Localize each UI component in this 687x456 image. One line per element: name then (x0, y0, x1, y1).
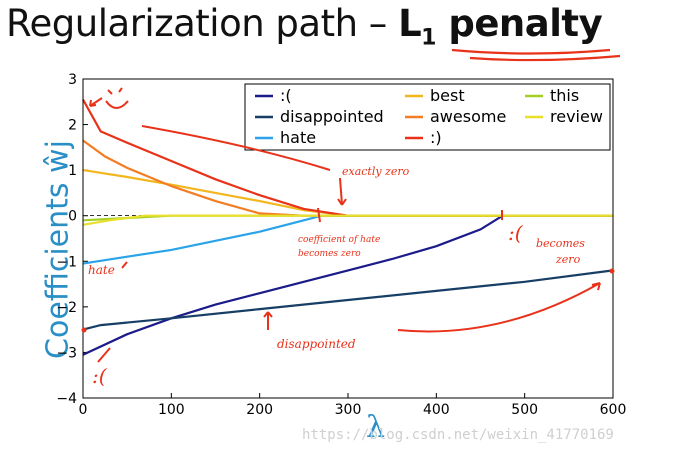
curve-along-smile (141, 125, 331, 171)
series-line-5 (82, 98, 613, 217)
arrow-up-disappointed (263, 311, 273, 330)
series-lines (82, 98, 614, 356)
x-tick-label: 0 (79, 402, 88, 418)
title-bold: L1 penalty (398, 2, 603, 50)
legend-label-0: :( (280, 86, 292, 105)
y-tick-label: −3 (56, 345, 77, 361)
note-zero: zero (555, 253, 581, 266)
series-line-7 (82, 214, 613, 226)
plot-frame (82, 78, 614, 399)
arrow-hate (121, 261, 128, 269)
note-sad-face-1: :( (508, 221, 524, 245)
x-tick-label: 500 (511, 402, 538, 418)
series-line-1 (82, 269, 614, 331)
legend-items: :( disappointed hate best awesome:) this revie… (255, 86, 603, 147)
x-tick-label: 300 (335, 402, 362, 418)
y-tick-label: −4 (56, 391, 77, 407)
legend-label-5: :) (430, 128, 442, 147)
dot-disappointed-end (609, 268, 615, 274)
arrow-sad-start (97, 347, 111, 363)
legend-label-6: this (550, 86, 579, 105)
y-tick-label: 0 (68, 209, 77, 225)
title-text: Regularization path – (6, 2, 399, 45)
arrow-exactly-zero (337, 177, 347, 206)
legend-box (244, 83, 611, 151)
legend-label-1: disappointed (280, 107, 384, 126)
x-tick-label: 400 (423, 402, 450, 418)
dot-disappointed-start (81, 327, 87, 333)
note-becomes-zero-1: becomes zero (298, 249, 361, 259)
watermark: https://blog.csdn.net/weixin_41770169 (302, 427, 614, 443)
title-underline (451, 48, 621, 62)
axis-ticks: 0 100 200 300 400 500 600 3 2 1 0 −1 −2 −3 −4 (56, 72, 626, 418)
y-tick-label: −2 (56, 300, 77, 316)
title-bold-main: L (398, 2, 422, 45)
note-exactly-zero: exactly zero (342, 165, 410, 178)
y-tick-label: 3 (68, 72, 77, 88)
x-tick-label: 200 (246, 402, 273, 418)
y-tick-label: 1 (68, 163, 77, 179)
note-sad-face-2: :( (92, 364, 108, 388)
smile-face-sketch (105, 87, 129, 109)
tick-mark-hate (317, 207, 321, 223)
legend-label-7: review (550, 107, 603, 126)
legend: :( disappointed hate best awesome:) this revie… (244, 83, 611, 151)
x-axis-label: λ (366, 410, 386, 445)
legend-label-3: best (430, 86, 465, 105)
note-disappointed: disappointed (277, 337, 356, 351)
x-tick-label: 600 (600, 402, 627, 418)
series-line-0 (82, 214, 613, 356)
note-becomes: becomes (536, 237, 585, 250)
legend-label-2: hate (280, 128, 316, 147)
arrow-to-smile-start (89, 97, 103, 107)
arrow-disappointed-end (397, 282, 601, 333)
x-tick-label: 100 (158, 402, 185, 418)
y-tick-label: 2 (68, 118, 77, 134)
note-hate: hate (88, 263, 115, 277)
series-line-4 (82, 139, 613, 217)
title-bold-sub: 1 (421, 25, 436, 51)
note-coefficient-of-hate: coefficient of hate (298, 235, 380, 245)
legend-label-4: awesome (430, 107, 506, 126)
slide-title: Regularization path – L1 penalty (6, 2, 603, 50)
handwritten-annotations: exactly zero coefficient of hate becomes… (81, 87, 615, 388)
y-tick-label: −1 (56, 254, 77, 270)
title-bold-rest: penalty (435, 2, 603, 45)
